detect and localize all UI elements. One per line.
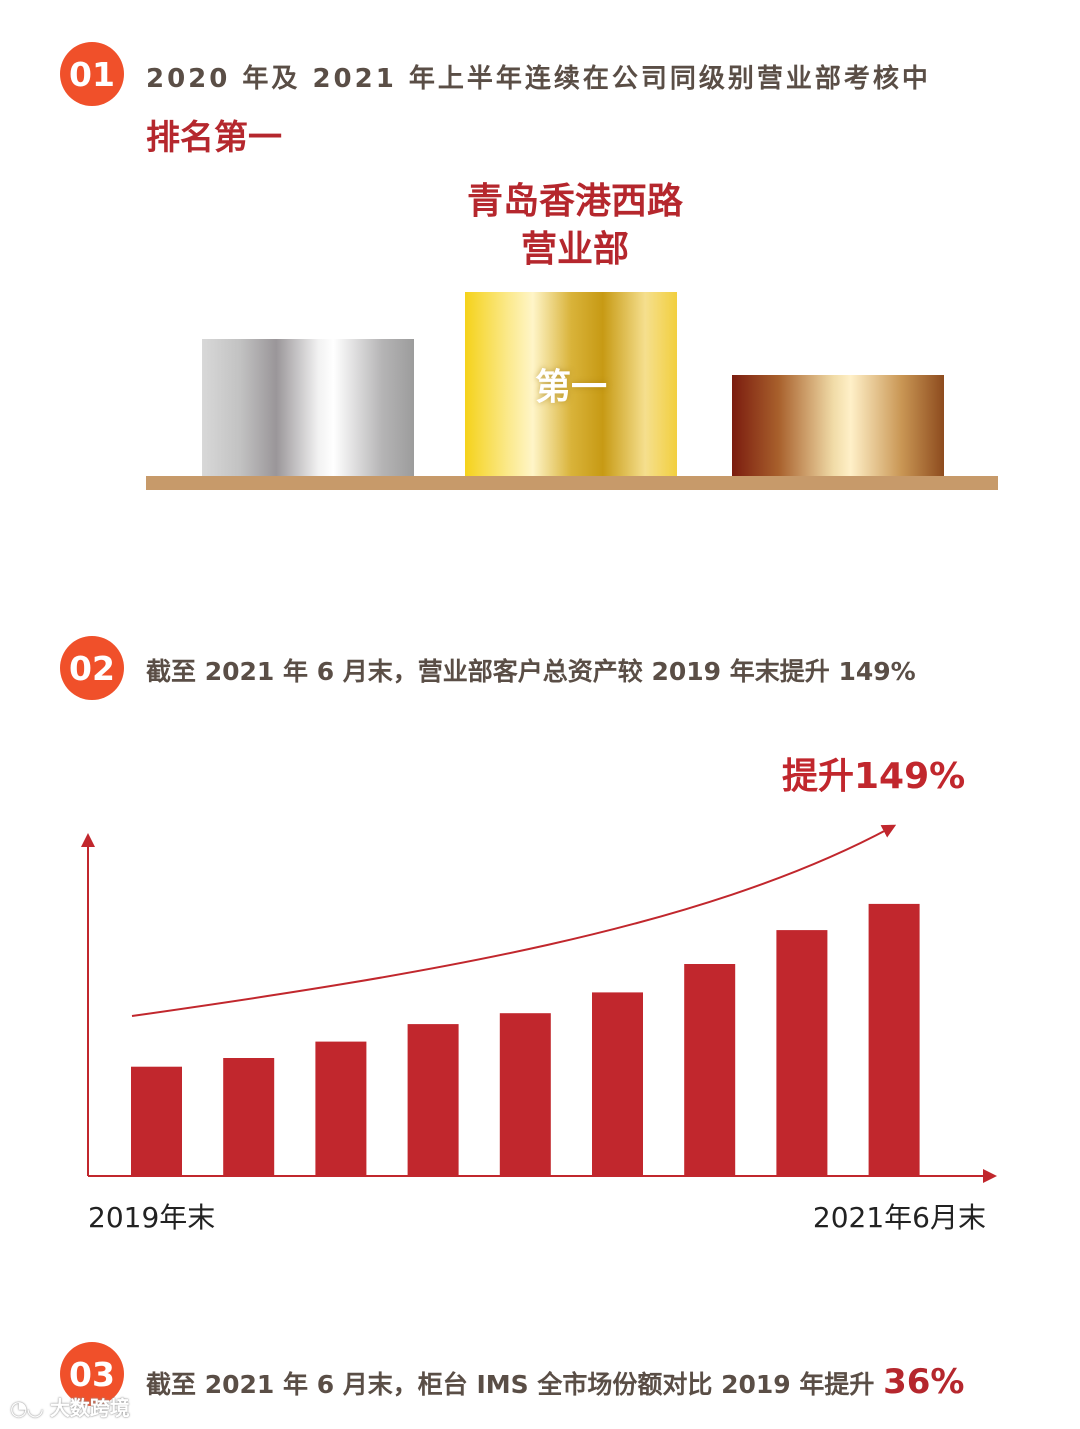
bar-5 [499, 1013, 551, 1176]
podium-winner-title: 青岛香港西路 营业部 [450, 178, 700, 274]
bar-2 [223, 1058, 275, 1176]
section-02-heading: 截至 2021 年 6 月末，营业部客户总资产较 2019 年末提升 149% [146, 657, 916, 686]
bar-9 [868, 903, 920, 1176]
podium-first-block: 第一 [465, 292, 677, 476]
section-number-badge-03: 03 [60, 1342, 124, 1406]
growth-callout: 提升149% [782, 756, 966, 797]
podium-second-block [202, 339, 414, 476]
podium-ground-bar [146, 476, 998, 490]
bar-7 [684, 964, 736, 1176]
watermark-icon: ◔◡ [10, 1396, 43, 1420]
bar-1 [131, 1066, 182, 1176]
section-03-heading-text: 截至 2021 年 6 月末，柜台 IMS 全市场份额对比 2019 年提升 [146, 1370, 875, 1399]
watermark-logo: ◔◡ 大数跨境 [10, 1392, 130, 1421]
podium-first-label: 第一 [534, 367, 607, 408]
section-03-heading: 截至 2021 年 6 月末，柜台 IMS 全市场份额对比 2019 年提升 3… [146, 1362, 964, 1402]
bar-6 [592, 992, 643, 1176]
bar-4 [407, 1024, 459, 1176]
x-axis-end-label: 2021年6月末 [812, 1201, 986, 1234]
podium-third-block [732, 375, 944, 476]
bar-8 [776, 930, 828, 1176]
podium-winner-line-2: 营业部 [520, 229, 629, 270]
section-number-badge-02: 02 [60, 636, 124, 700]
watermark-text: 大数跨境 [49, 1396, 130, 1420]
section-01-highlight: 排名第一 [146, 118, 282, 158]
x-axis-start-label: 2019年末 [88, 1201, 216, 1234]
section-number-badge-01: 01 [60, 42, 124, 106]
podium-winner-line-1: 青岛香港西路 [466, 181, 683, 222]
section-03-highlight: 36% [883, 1362, 965, 1402]
section-01-heading: 2020 年及 2021 年上半年连续在公司同级别营业部考核中 [146, 64, 931, 94]
bar-3 [315, 1041, 367, 1176]
trend-arrow-curve [131, 824, 897, 1017]
